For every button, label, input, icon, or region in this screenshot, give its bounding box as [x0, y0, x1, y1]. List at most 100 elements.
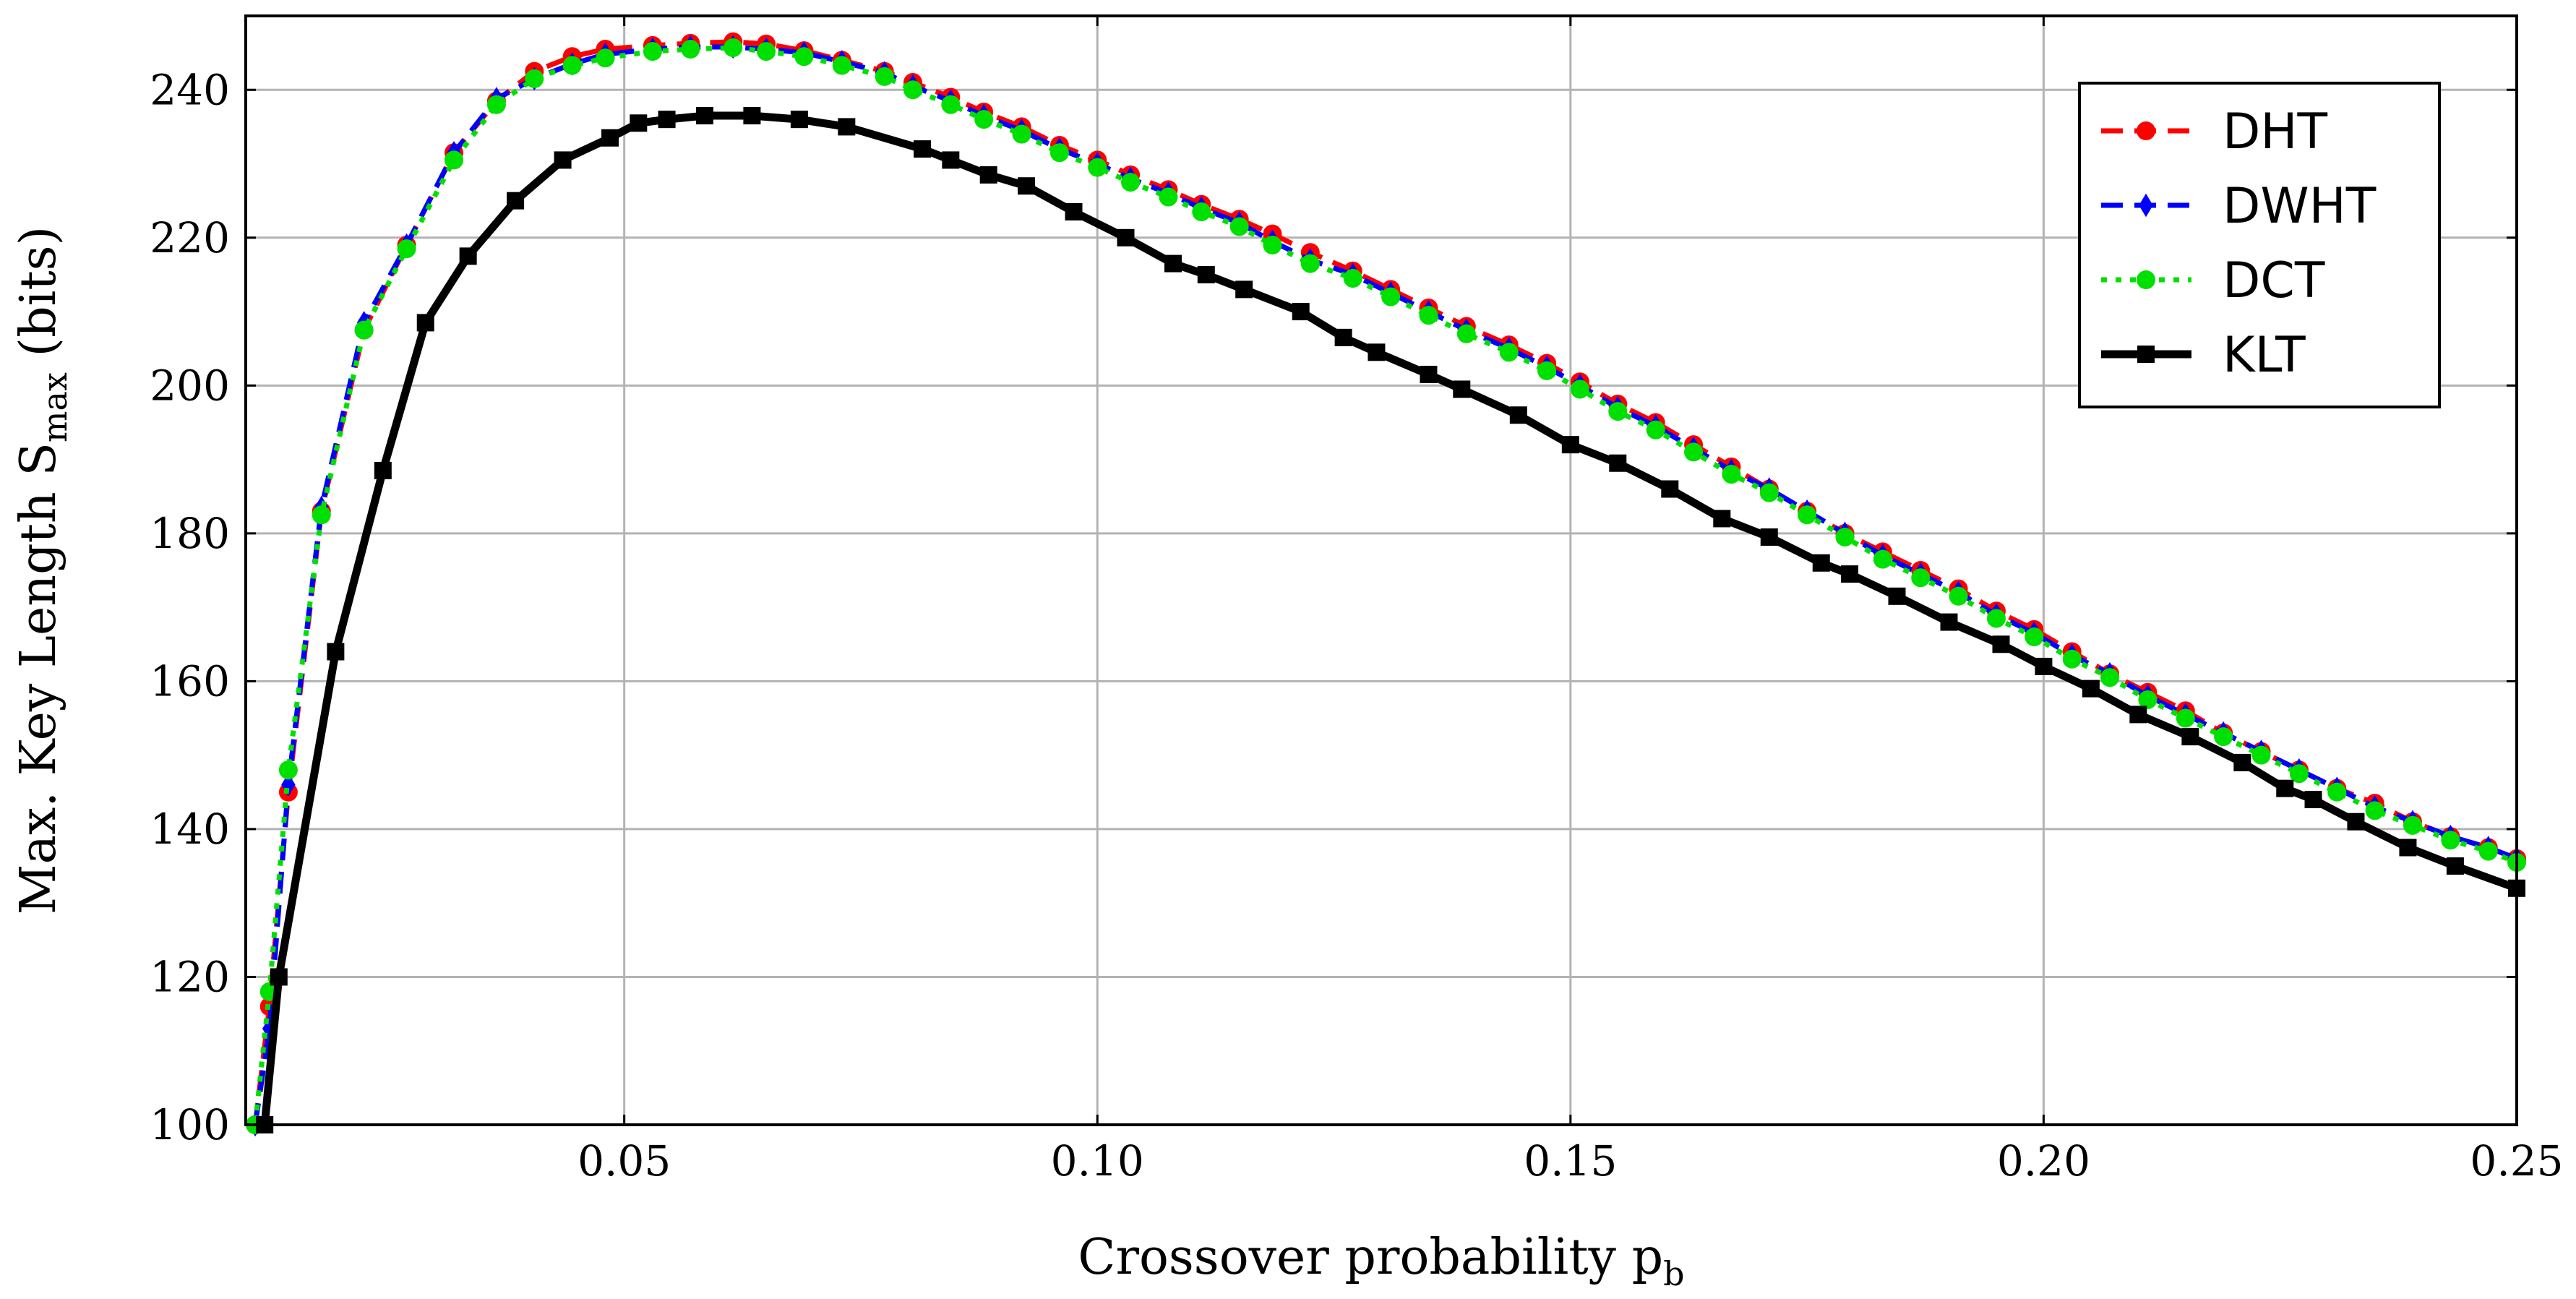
series-marker: [695, 107, 713, 125]
x-axis-title: Crossover probability pb: [1078, 1229, 1684, 1293]
series-marker: [2137, 270, 2155, 289]
series-marker: [1940, 613, 1958, 631]
series-marker: [1419, 306, 1438, 325]
series-marker: [974, 110, 994, 129]
series-marker: [1292, 303, 1310, 321]
series-marker: [554, 151, 572, 169]
series-marker: [790, 111, 808, 129]
series-marker: [1197, 265, 1215, 283]
series-marker: [374, 461, 392, 479]
series-marker: [1018, 177, 1036, 195]
series-marker: [1088, 158, 1107, 177]
series-marker: [1499, 343, 1519, 362]
y-axis-title-subscript: max: [35, 372, 74, 442]
x-tick-label: 0.10: [1051, 1136, 1144, 1186]
series-marker: [1684, 442, 1704, 462]
series-marker: [2441, 831, 2460, 850]
series-marker: [1456, 324, 1476, 343]
series-marker: [445, 150, 464, 170]
series-marker: [312, 505, 331, 525]
series-marker: [1065, 203, 1083, 221]
x-tick-label: 0.25: [2470, 1136, 2563, 1186]
legend-label: DCT: [2223, 252, 2325, 309]
series-marker: [2251, 745, 2271, 765]
y-axis-title-suffix: (bits): [10, 226, 67, 372]
series-marker: [1420, 365, 1438, 383]
series-marker: [1722, 465, 1741, 484]
series-marker: [2181, 728, 2199, 746]
x-axis-title-main: Crossover probability p: [1078, 1229, 1663, 1286]
legend-label: DHT: [2223, 103, 2327, 160]
series-marker: [2025, 627, 2044, 647]
series-marker: [941, 95, 961, 114]
series-marker: [2035, 657, 2053, 675]
series-marker: [416, 314, 434, 332]
series-marker: [1159, 187, 1178, 207]
series-marker: [1841, 565, 1859, 583]
series-marker: [2347, 813, 2365, 831]
y-tick-label: 180: [150, 509, 230, 558]
series-marker: [1263, 236, 1282, 255]
series-marker: [2446, 857, 2464, 875]
series-marker: [459, 247, 477, 265]
series-marker: [397, 239, 416, 259]
series-marker: [1986, 609, 2006, 628]
series-marker: [743, 107, 761, 125]
series-marker: [1646, 420, 1665, 440]
series-marker: [1343, 269, 1362, 288]
plot-frame: [244, 14, 2518, 1126]
series-marker: [979, 166, 997, 184]
series-marker: [914, 140, 932, 158]
series-marker: [562, 56, 582, 75]
series-marker: [1835, 527, 1855, 546]
series-marker: [354, 320, 374, 340]
series-marker: [903, 80, 922, 100]
series-marker: [2062, 649, 2082, 669]
series-marker: [1992, 635, 2010, 653]
series-marker: [1012, 124, 1031, 144]
series-marker: [643, 42, 662, 61]
series-marker: [1537, 361, 1557, 380]
y-axis-title: Max. Key Length Smax (bits): [10, 226, 74, 914]
series-marker: [1570, 380, 1589, 399]
series-marker: [1888, 587, 1906, 605]
series-marker: [1381, 287, 1401, 306]
series-line: [252, 45, 2518, 1126]
series-marker: [1117, 228, 1135, 246]
series-marker: [1609, 454, 1627, 472]
series-marker: [2478, 841, 2498, 861]
series-marker: [327, 643, 345, 661]
series-marker: [1661, 480, 1679, 498]
series-marker: [942, 151, 960, 169]
series-marker: [1368, 343, 1386, 361]
series-marker: [2214, 727, 2233, 747]
x-tick-label: 0.20: [1997, 1136, 2090, 1186]
series-marker: [832, 56, 851, 75]
ticks: 0.05 0.10 0.15 0.20 0.25 100 120 140 160 180 200 22…: [150, 16, 2564, 1186]
series-marker: [2304, 791, 2322, 809]
series-marker: [658, 111, 676, 129]
series-marker: [2365, 801, 2384, 820]
series-marker: [278, 760, 298, 780]
series-marker: [601, 129, 619, 147]
series-marker: [1334, 328, 1352, 346]
series-marker: [270, 968, 288, 986]
series-marker: [1300, 254, 1320, 273]
series-marker: [1561, 436, 1579, 454]
series-marker: [2138, 690, 2158, 709]
series-marker: [1798, 505, 1817, 525]
legend-label: KLT: [2223, 327, 2306, 384]
y-axis-title-main: Max. Key Length S: [10, 442, 67, 914]
y-tick-label: 160: [150, 656, 230, 706]
series-marker: [1608, 402, 1628, 421]
series-marker: [2139, 193, 2153, 218]
series-group: [246, 32, 2526, 1137]
series-marker: [1192, 202, 1211, 222]
y-tick-label: 120: [150, 952, 230, 1001]
series-marker: [794, 47, 814, 67]
series-marker: [2137, 346, 2155, 363]
series-marker: [1229, 217, 1249, 236]
series-marker: [2233, 753, 2251, 771]
series-marker: [1911, 568, 1931, 588]
